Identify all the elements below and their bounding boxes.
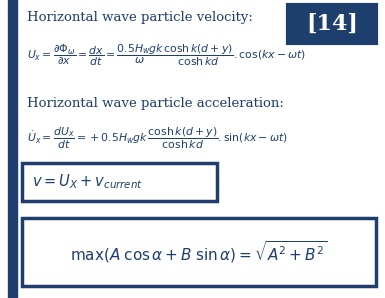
Text: Horizontal wave particle acceleration:: Horizontal wave particle acceleration:: [27, 97, 284, 109]
Text: [14]: [14]: [306, 13, 358, 35]
Bar: [8, 0, 17, 298]
Text: $U_x = \dfrac{\partial\Phi_\omega}{\partial x} = \dfrac{dx}{dt} = \dfrac{0.5H_w : $U_x = \dfrac{\partial\Phi_\omega}{\part…: [27, 42, 306, 68]
FancyBboxPatch shape: [288, 5, 376, 43]
Text: $\dot{U}_x = \dfrac{dU_x}{dt} = +0.5H_w gk\,\dfrac{\cosh k(d+y)}{\cosh kd}.\sin(: $\dot{U}_x = \dfrac{dU_x}{dt} = +0.5H_w …: [27, 125, 288, 151]
FancyBboxPatch shape: [22, 163, 217, 201]
Text: $\mathrm{max}(A\;\cos\alpha + B\;\sin\alpha) = \sqrt{A^2 + B^2}$: $\mathrm{max}(A\;\cos\alpha + B\;\sin\al…: [70, 239, 328, 265]
Text: $v = U_X + v_{current}$: $v = U_X + v_{current}$: [32, 173, 143, 191]
Text: Horizontal wave particle velocity:: Horizontal wave particle velocity:: [27, 12, 253, 24]
FancyBboxPatch shape: [22, 218, 376, 286]
